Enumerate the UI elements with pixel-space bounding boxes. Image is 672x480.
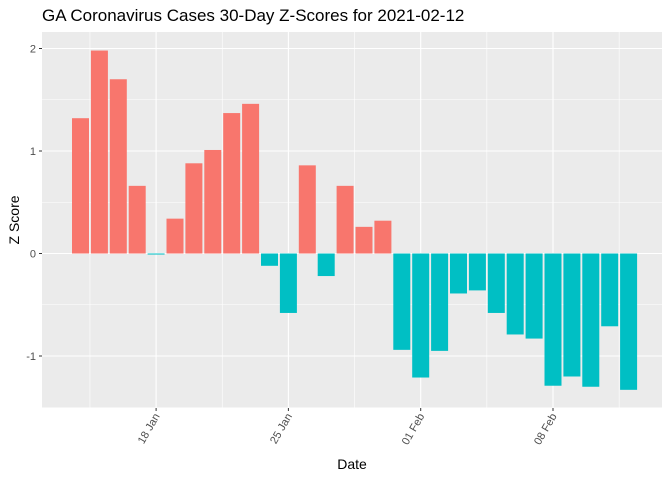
bar-2021-01-16 [109, 79, 127, 254]
x-tick-label: 18 Jan [136, 412, 163, 447]
bar-2021-02-04 [468, 253, 486, 291]
bar-2021-01-15 [90, 50, 108, 254]
bar-2021-01-30 [374, 220, 392, 254]
bar-2021-02-10 [582, 253, 600, 387]
bar-2021-01-31 [393, 253, 411, 350]
bar-2021-01-21 [204, 149, 222, 254]
bar-2021-01-19 [166, 218, 184, 254]
bar-2021-01-27 [317, 253, 335, 277]
y-tick-label: 2 [30, 44, 36, 56]
y-axis-title: Z Score [6, 195, 22, 244]
bar-2021-01-14 [72, 118, 89, 254]
bar-2021-01-17 [128, 185, 146, 254]
x-axis: 18 Jan 25 Jan 01 Feb 08 Feb [136, 408, 560, 447]
bar-2021-02-01 [412, 253, 430, 378]
y-tick-label: 1 [30, 146, 36, 158]
bar-2021-02-02 [431, 253, 449, 351]
bar-2021-01-26 [298, 165, 316, 254]
y-tick-label: 0 [30, 249, 36, 261]
bar-2021-01-25 [279, 253, 297, 313]
y-axis: -1 0 1 2 [26, 44, 42, 363]
x-tick-label: 08 Feb [532, 412, 560, 448]
bar-2021-02-08 [544, 253, 562, 386]
bar-2021-01-23 [242, 103, 260, 254]
bar-2021-01-24 [261, 253, 278, 266]
bar-2021-01-22 [223, 113, 241, 254]
minor-gridlines [42, 32, 662, 408]
chart-title: GA Coronavirus Cases 30-Day Z-Scores for… [42, 6, 465, 25]
bar-2021-02-07 [525, 253, 543, 339]
bar-2021-02-12 [620, 253, 638, 390]
bar-2021-02-05 [487, 253, 505, 313]
bar-2021-01-29 [355, 226, 373, 254]
bar-2021-02-06 [506, 253, 524, 335]
bar-2021-01-18 [147, 253, 165, 255]
bars [72, 50, 638, 390]
x-tick-label: 01 Feb [400, 412, 428, 448]
bar-2021-02-09 [563, 253, 581, 377]
y-tick-label: -1 [26, 351, 36, 363]
x-axis-title: Date [337, 456, 367, 472]
bar-2021-01-20 [185, 163, 203, 254]
bar-2021-02-03 [450, 253, 467, 294]
x-tick-label: 25 Jan [268, 412, 295, 447]
bar-2021-02-11 [601, 253, 619, 327]
bar-2021-01-28 [336, 185, 354, 254]
